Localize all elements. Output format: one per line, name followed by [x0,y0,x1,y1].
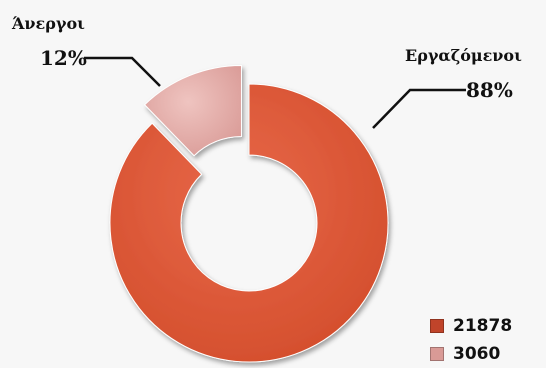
leader-line-1 [84,56,161,87]
slice-label-name-0: Εργαζόμενοι [405,46,522,65]
slice-label-percent-0: 88% [466,78,513,102]
legend-label-1: 3060 [453,344,501,364]
donut-slice-0 [109,83,389,363]
leader-line-0 [372,88,466,129]
legend-item-0: 21878 [430,312,512,340]
legend: 21878 3060 [430,312,512,368]
donut-slice-1 [143,64,242,157]
legend-label-0: 21878 [453,316,513,336]
legend-item-1: 3060 [430,340,512,368]
slice-label-percent-1: 12% [40,46,87,70]
legend-swatch-0 [430,319,444,333]
legend-swatch-1 [430,347,444,361]
slice-label-name-1: Άνεργοι [12,14,85,33]
